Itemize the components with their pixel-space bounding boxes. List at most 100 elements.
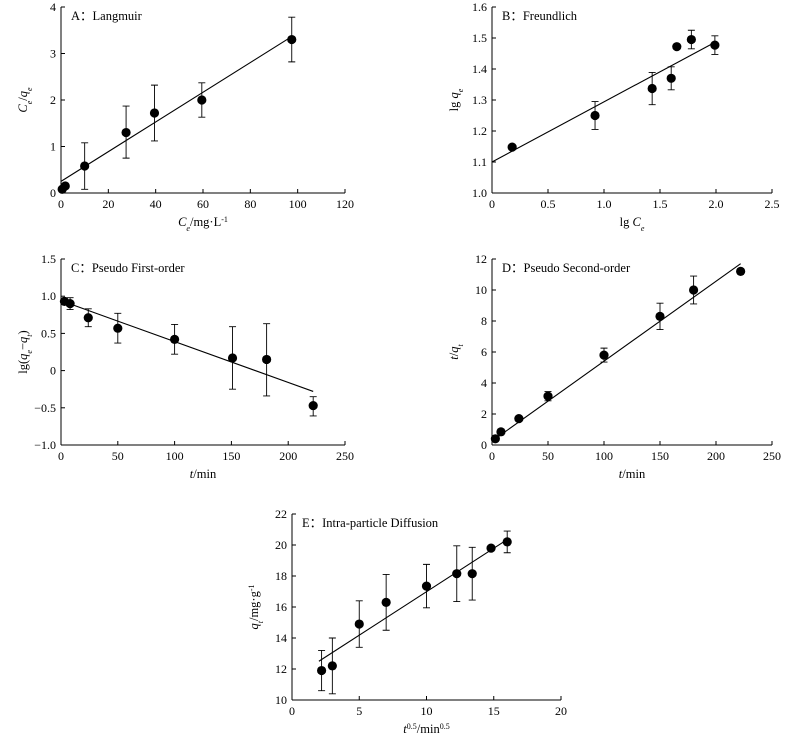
x-tick-label: 250: [763, 449, 781, 463]
fit-line: [491, 41, 717, 163]
x-tick-label: 100: [166, 449, 184, 463]
data-point: [83, 313, 93, 323]
x-tick-label: 0.5: [541, 197, 556, 211]
x-tick-label: 50: [542, 449, 554, 463]
data-point: [507, 142, 517, 152]
y-tick-label: 3: [50, 47, 56, 61]
y-tick-label: 22: [275, 507, 287, 521]
x-tick-label: 80: [244, 197, 256, 211]
x-tick-label: 250: [336, 449, 354, 463]
data-point: [686, 34, 696, 45]
x-tick-label: 10: [421, 704, 433, 718]
y-tick-label: 6: [481, 345, 487, 359]
y-tick-label: 1: [50, 140, 56, 154]
y-axis-label: Ce/qe: [16, 87, 34, 113]
y-tick-label: 20: [275, 538, 287, 552]
x-tick-label: 100: [595, 449, 613, 463]
x-axis-label: t/min: [190, 467, 217, 481]
fit-line: [491, 263, 741, 442]
data-point: [486, 543, 496, 553]
y-tick-label: 1.3: [472, 93, 487, 107]
panel-e: 0 5 10 15 20 10 12 14 16 18 20 22 E：Intra-particle D…: [247, 507, 568, 736]
y-tick-label: 0.5: [41, 326, 56, 340]
y-tick-label: 12: [275, 662, 287, 676]
x-tick-label: 15: [488, 704, 500, 718]
x-tick-label: 200: [707, 449, 725, 463]
y-tick-label: 14: [275, 631, 287, 645]
y-tick-label: 8: [481, 314, 487, 328]
y-tick-label: −1.0: [34, 438, 56, 452]
data-point: [467, 569, 477, 579]
y-axis-label: lg qe: [447, 88, 465, 111]
x-tick-label: 2.0: [709, 197, 724, 211]
x-axis-label: lg Ce: [620, 215, 645, 233]
x-tick-label: 0: [289, 704, 295, 718]
y-tick-label: 1.2: [472, 124, 487, 138]
data-point: [666, 73, 676, 83]
data-point: [149, 108, 160, 118]
data-point: [452, 569, 462, 579]
data-point: [60, 181, 70, 191]
data-point: [327, 661, 337, 671]
y-tick-label: 0: [481, 438, 487, 452]
data-point: [65, 299, 75, 309]
y-tick-label: 4: [50, 0, 56, 14]
x-tick-label: 0: [58, 449, 64, 463]
panel-title: C：Pseudo First-order: [71, 261, 185, 275]
fit-line: [60, 35, 294, 182]
data-point: [316, 665, 327, 676]
data-point: [599, 350, 609, 360]
data-point: [287, 34, 297, 45]
y-tick-label: 1.0: [472, 186, 487, 200]
data-point: [170, 334, 180, 344]
y-tick-label: 2: [50, 93, 56, 107]
data-point: [381, 597, 391, 607]
panel-d: 0 50 100 150 200 250 0 2 4 6 8 10 12 D：Pseudo Second-…: [447, 252, 781, 481]
data-point: [421, 581, 432, 591]
data-point: [710, 40, 720, 50]
x-tick-label: 1.0: [597, 197, 612, 211]
x-tick-label: 200: [279, 449, 297, 463]
y-tick-label: 1.1: [472, 155, 487, 169]
panel-b: 0 0.5 1.0 1.5 2.0 2.5 1.0 1.1 1.2 1.3 1.4 1.5 1.6 B：F…: [447, 0, 780, 233]
panel-title: A：Langmuir: [71, 9, 143, 23]
x-axis-label: Ce/mg·L-1: [178, 215, 228, 233]
y-tick-label: 0: [50, 364, 56, 378]
y-tick-label: 1.5: [41, 252, 56, 266]
panel-title: E：Intra-particle Diffusion: [302, 516, 439, 530]
data-point: [590, 110, 600, 121]
data-point: [543, 391, 553, 401]
y-axis-label: qt/mg·g-1: [247, 584, 265, 629]
y-tick-label: 1.0: [41, 289, 56, 303]
y-tick-label: −0.5: [34, 401, 56, 415]
x-tick-label: 150: [222, 449, 240, 463]
y-axis-label: lg(qe−qt): [16, 330, 34, 373]
data-point: [262, 354, 272, 365]
y-tick-label: 2: [481, 407, 487, 421]
x-tick-label: 20: [555, 704, 567, 718]
y-tick-label: 10: [275, 693, 287, 707]
data-point: [647, 83, 657, 94]
y-tick-label: 4: [481, 376, 487, 390]
data-point: [490, 434, 500, 444]
data-point: [227, 353, 238, 363]
data-point: [736, 266, 746, 276]
y-tick-label: 1.5: [472, 31, 487, 45]
x-tick-label: 0: [489, 197, 495, 211]
fit-line: [318, 539, 508, 662]
data-point: [354, 619, 364, 629]
x-tick-label: 5: [356, 704, 362, 718]
x-tick-label: 0: [58, 197, 64, 211]
y-tick-label: 1.4: [472, 62, 487, 76]
x-tick-label: 50: [112, 449, 124, 463]
panel-title: B：Freundlich: [502, 9, 578, 23]
x-tick-label: 60: [197, 197, 209, 211]
x-tick-label: 2.5: [765, 197, 780, 211]
x-axis-label: t/min: [619, 467, 646, 481]
data-point: [113, 323, 123, 333]
data-point: [689, 285, 699, 295]
y-axis-label: t/qt: [447, 344, 465, 360]
data-point: [308, 400, 318, 411]
x-tick-label: 1.5: [653, 197, 668, 211]
